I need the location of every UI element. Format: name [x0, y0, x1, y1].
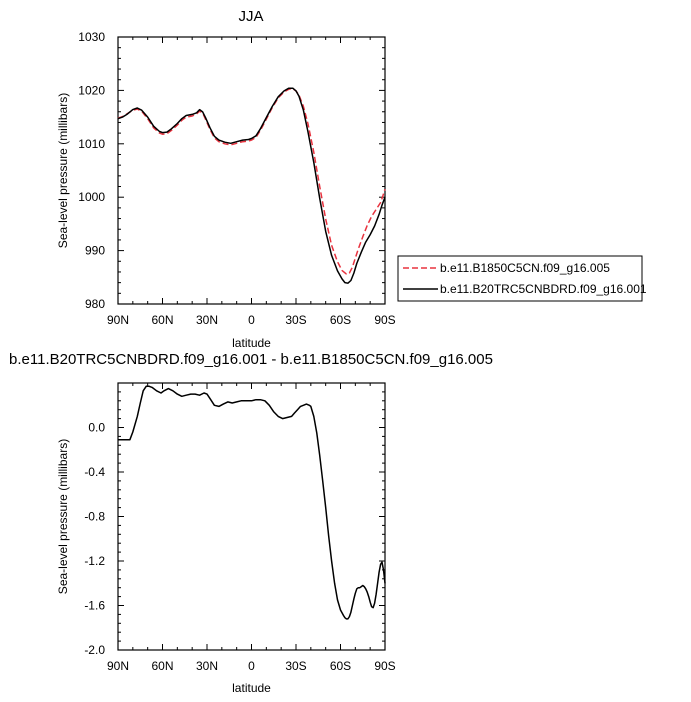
chart-2-y-tick-label: -0.4	[84, 465, 105, 479]
chart-2-x-tick-label: 90S	[374, 659, 395, 673]
chart-1-y-axis-label: Sea-level pressure (millibars)	[56, 93, 70, 248]
chart-1-y-tick-label: 1030	[78, 30, 105, 44]
chart-2-y-tick-label: 0.0	[88, 421, 105, 435]
chart-2-y-axis-label: Sea-level pressure (millibars)	[56, 439, 70, 594]
chart-2-x-tick-label: 0	[248, 659, 255, 673]
chart-2-series-1-line	[118, 385, 386, 620]
chart-1-series-2-line	[117, 87, 386, 284]
chart-2-x-tick-label: 30S	[285, 659, 306, 673]
chart-1-legend-label-2: b.e11.B20TRC5CNBDRD.f09_g16.001	[440, 282, 647, 296]
chart-2-plot-frame	[117, 382, 386, 651]
chart-1-y-tick-label: 980	[85, 297, 105, 311]
chart-1-x-tick-label: 30S	[285, 313, 306, 327]
chart-2-y-tick-label: -0.8	[84, 510, 105, 524]
chart-1-title: JJA	[238, 8, 263, 25]
chart-2-y-tick-label: -1.2	[84, 554, 105, 568]
chart-2-x-tick-label: 60N	[151, 659, 173, 673]
chart-1-series-1-line	[117, 88, 386, 275]
chart-1-x-tick-label: 0	[248, 313, 255, 327]
chart-1-legend	[397, 255, 643, 302]
chart-1-legend-label-1: b.e11.B1850C5CN.f09_g16.005	[440, 261, 610, 275]
chart-2-x-tick-label: 30N	[196, 659, 218, 673]
chart-2-title: b.e11.B20TRC5CNBDRD.f09_g16.001 - b.e11.…	[9, 351, 493, 368]
chart-1-x-tick-label: 90N	[107, 313, 129, 327]
chart-1-x-axis-label: latitude	[232, 336, 271, 350]
chart-1-y-tick-label: 1000	[78, 190, 105, 204]
chart-1-x-tick-label: 60N	[151, 313, 173, 327]
chart-2-y-tick-label: -1.6	[84, 599, 105, 613]
chart-1-x-tick-label: 30N	[196, 313, 218, 327]
chart-1-y-tick-label: 990	[85, 244, 105, 258]
chart-2-x-tick-label: 60S	[330, 659, 351, 673]
chart-1-plot-frame	[117, 36, 386, 305]
chart-1-y-tick-label: 1010	[78, 137, 105, 151]
chart-1-y-tick-label: 1020	[78, 83, 105, 97]
chart-2-x-axis-label: latitude	[232, 681, 271, 695]
chart-2-y-tick-label: -2.0	[84, 643, 105, 657]
chart-1-x-tick-label: 60S	[330, 313, 351, 327]
chart-1-x-tick-label: 90S	[374, 313, 395, 327]
chart-2-x-tick-label: 90N	[107, 659, 129, 673]
